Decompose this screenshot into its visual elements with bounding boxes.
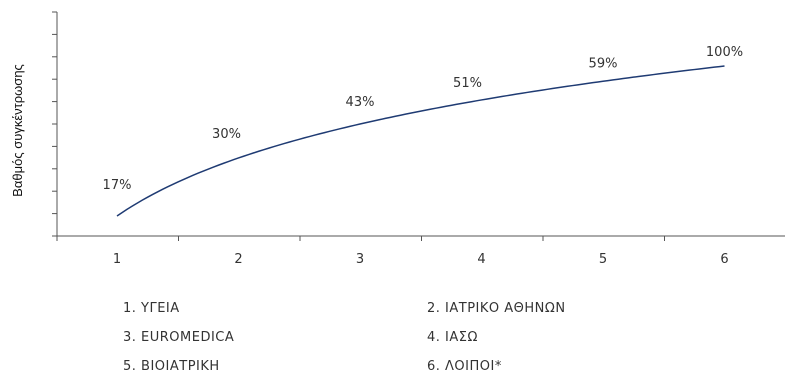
legend-item-5: 5. ΒΙΟΙΑΤΡΙΚΗ xyxy=(123,359,220,374)
line-chart: 1 2 3 4 5 6 17% 30% 43% 51% 59% 100% xyxy=(52,11,785,267)
legend-item-4: 4. ΙΑΣΩ xyxy=(427,330,478,345)
series-line xyxy=(116,65,725,217)
legend: 1. ΥΓΕΙΑ 2. ΙΑΤΡΙΚΟ ΑΘΗΝΩΝ 3. EUROMEDICA… xyxy=(0,298,785,376)
data-label: 17% xyxy=(103,178,132,193)
legend-item-3: 3. EUROMEDICA xyxy=(123,330,235,345)
legend-item-1: 1. ΥΓΕΙΑ xyxy=(123,301,180,316)
x-tick-label: 4 xyxy=(477,252,485,267)
data-label: 43% xyxy=(346,95,375,110)
data-label: 30% xyxy=(212,127,241,142)
x-tick-label: 6 xyxy=(720,252,728,267)
x-tick-label: 1 xyxy=(113,252,121,267)
legend-item-2: 2. ΙΑΤΡΙΚΟ ΑΘΗΝΩΝ xyxy=(427,301,566,316)
data-label: 100% xyxy=(706,45,743,60)
x-tick-label: 3 xyxy=(356,252,364,267)
data-label: 51% xyxy=(453,76,482,91)
x-tick-label: 5 xyxy=(599,252,607,267)
data-label: 59% xyxy=(589,56,618,71)
x-tick-label: 2 xyxy=(234,252,242,267)
legend-item-6: 6. ΛΟΙΠΟΙ* xyxy=(427,359,502,374)
